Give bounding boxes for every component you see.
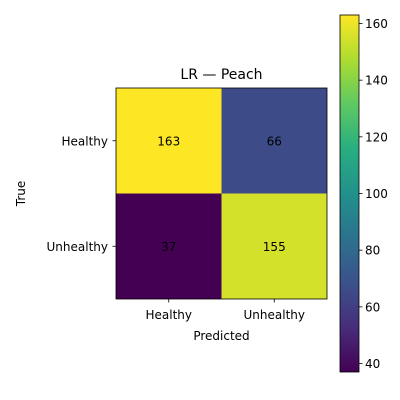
y-axis-label: True (14, 181, 28, 208)
colorbar-tick-label: 60 (365, 300, 380, 314)
colorbar-tick-label: 80 (365, 244, 380, 258)
heatmap-cell-labels: 163 66 37 155 (157, 134, 285, 254)
x-axis-label: Predicted (193, 329, 249, 343)
heatmap-cells (116, 88, 327, 299)
colorbar-tick-label: 120 (365, 130, 388, 144)
colorbar (340, 15, 359, 372)
cell-value-label: 66 (267, 134, 282, 148)
cell-value-label: 163 (157, 134, 180, 148)
x-tick-label: Unhealthy (244, 308, 305, 322)
y-axis-ticks: Healthy Unhealthy (47, 134, 116, 254)
colorbar-tick-label: 40 (365, 357, 380, 371)
y-tick-label: Unhealthy (47, 240, 108, 254)
heatmap-cell (116, 193, 222, 299)
colorbar-ticks: 40 60 80 100 120 140 160 (359, 17, 388, 371)
cell-value-label: 155 (263, 240, 286, 254)
x-axis-ticks: Healthy Unhealthy (145, 299, 305, 322)
colorbar-tick-label: 100 (365, 187, 388, 201)
x-tick-label: Healthy (145, 308, 192, 322)
cell-value-label: 37 (161, 240, 176, 254)
heatmap-cell (221, 88, 327, 194)
colorbar-tick-label: 160 (365, 17, 388, 31)
colorbar-tick-label: 140 (365, 74, 388, 88)
heatmap-cell (116, 88, 222, 194)
plot-frame (115, 87, 328, 300)
y-tick-label: Healthy (61, 134, 108, 148)
chart-title: LR — Peach (180, 67, 262, 83)
heatmap-cell (221, 193, 327, 299)
